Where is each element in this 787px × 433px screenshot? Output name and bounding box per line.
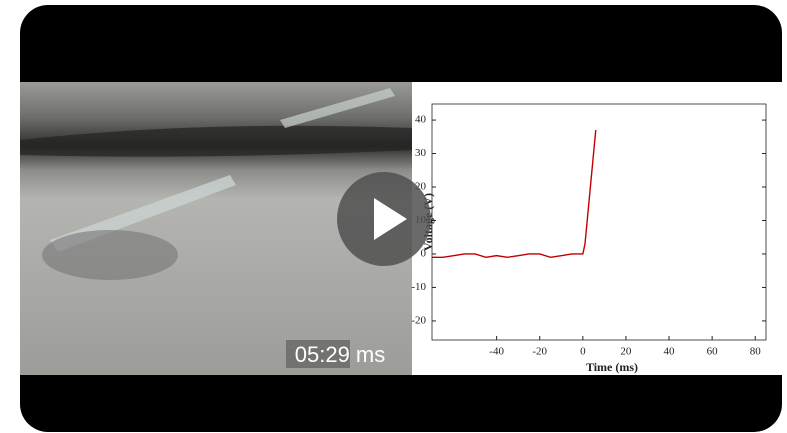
x-tick-label: 80 [750, 346, 762, 358]
x-tick-label: 60 [707, 346, 719, 358]
x-tick-label: 40 [664, 346, 676, 358]
x-tick-label: -40 [489, 346, 504, 358]
y-tick-label: -10 [411, 281, 426, 293]
y-tick-label: 0 [421, 248, 427, 260]
play-icon[interactable] [374, 198, 407, 240]
x-axis-label: Time (ms) [586, 360, 638, 374]
probe [280, 88, 395, 128]
x-tick-label: 0 [580, 346, 586, 358]
water-surface [20, 125, 412, 157]
y-tick-label: 20 [415, 181, 427, 193]
y-tick-label: 40 [415, 114, 427, 126]
chart-panel [412, 82, 782, 375]
x-tick-label: -20 [532, 346, 547, 358]
y-tick-label: -20 [411, 314, 426, 326]
x-tick-label: 20 [620, 346, 632, 358]
timestamp: 05:29 ms [295, 342, 386, 367]
y-tick-label: 30 [415, 147, 427, 159]
axes-box [431, 103, 767, 341]
droplet [42, 230, 178, 280]
data-line [432, 130, 597, 259]
timestamp-bg [286, 340, 350, 368]
